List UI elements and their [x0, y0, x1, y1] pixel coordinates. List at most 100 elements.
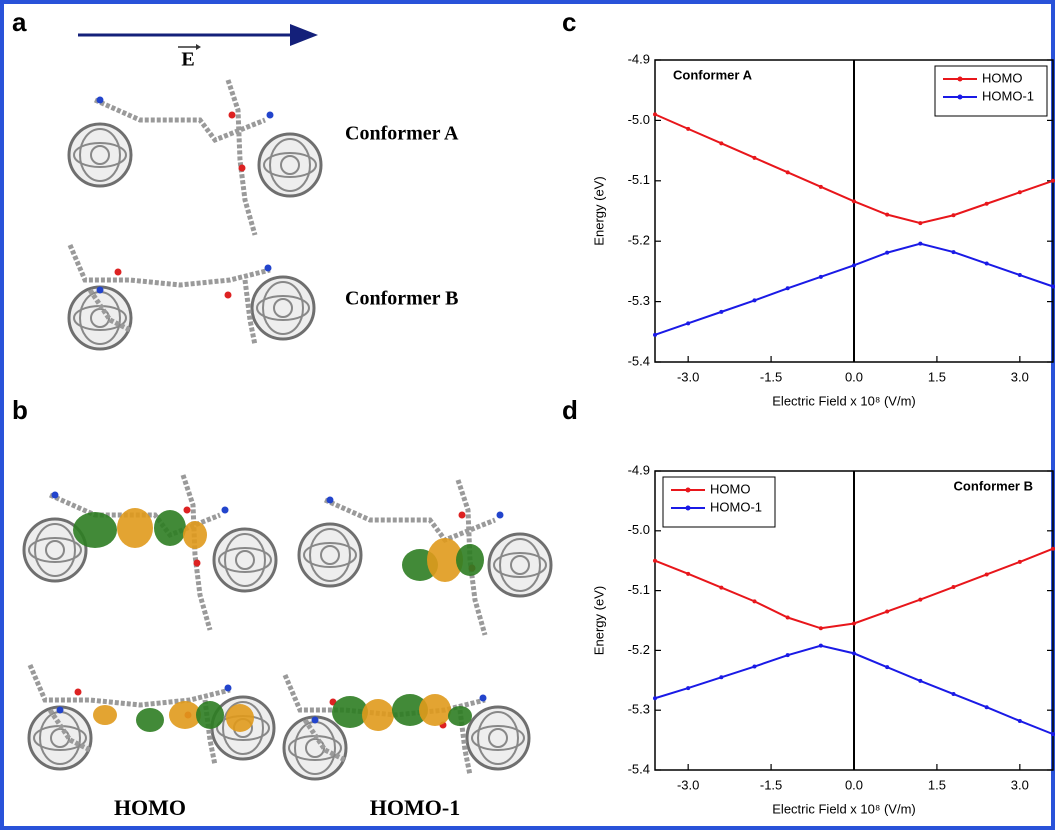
point [653, 112, 657, 117]
point [752, 664, 757, 669]
orbital-lobe [196, 701, 224, 729]
fullerene [27, 705, 93, 771]
point [686, 126, 691, 131]
backbone [87, 288, 132, 333]
fullerene-ring [73, 142, 127, 168]
x-axis-label: Electric Field x 10⁸ (V/m) [772, 801, 915, 816]
point [818, 184, 823, 189]
point [785, 286, 790, 291]
point [818, 626, 823, 631]
fullerene-ring [45, 540, 65, 560]
fullerene-ring [499, 538, 541, 592]
atom [479, 694, 487, 702]
backbone [47, 708, 92, 753]
orbital-lobe [419, 694, 451, 726]
atom [228, 111, 236, 119]
backbone [180, 474, 213, 631]
point [918, 597, 923, 602]
point [951, 585, 956, 590]
annotation: Conformer B [954, 478, 1033, 493]
backbone [225, 79, 258, 236]
point [752, 599, 757, 604]
point [1051, 284, 1055, 289]
point [686, 321, 691, 326]
legend-marker [685, 505, 691, 511]
fullerene [282, 715, 348, 781]
point [984, 201, 989, 206]
y-tick-label: -5.4 [628, 353, 650, 368]
y-tick-label: -4.9 [628, 51, 650, 66]
backbone [67, 244, 271, 288]
point [1051, 546, 1055, 551]
fullerene [297, 522, 363, 588]
point [752, 298, 757, 303]
y-tick-label: -5.0 [628, 112, 650, 127]
point [818, 274, 823, 279]
atom [96, 96, 104, 104]
point [852, 651, 856, 656]
annotation: Conformer A [673, 67, 753, 82]
point [653, 558, 657, 563]
point [1017, 273, 1022, 278]
x-tick-label: -3.0 [677, 777, 699, 792]
fullerene-ring [471, 725, 525, 751]
backbone [323, 497, 496, 544]
orbital-lobe [169, 701, 201, 729]
y-axis-label: Energy (eV) [591, 586, 606, 655]
atom [56, 706, 64, 714]
point [984, 705, 989, 710]
point [852, 199, 856, 204]
fullerene-ring [34, 523, 76, 577]
point [918, 678, 923, 683]
fullerene [487, 532, 553, 598]
panel-label: a [12, 7, 27, 37]
fullerene-ring [320, 545, 340, 565]
point [719, 141, 724, 146]
orbital-lobe [427, 538, 463, 582]
atom [221, 506, 229, 514]
fullerene-ring [477, 711, 519, 765]
fullerene-ring [224, 533, 266, 587]
legend-label: HOMO [710, 481, 750, 496]
atom [51, 491, 59, 499]
fullerene-ring [218, 547, 272, 573]
point [653, 696, 657, 701]
fullerene [250, 275, 316, 341]
point [686, 686, 691, 691]
orbital-lobe [154, 510, 186, 546]
atom [193, 559, 201, 567]
point [984, 261, 989, 266]
atom [311, 716, 319, 724]
orbital-lobe [117, 508, 153, 548]
x-tick-label: -1.5 [760, 777, 782, 792]
orbital-label: HOMO-1 [370, 795, 460, 820]
point [1051, 178, 1055, 183]
point [984, 572, 989, 577]
x-tick-label: 1.5 [928, 777, 946, 792]
fullerene-ring [79, 128, 121, 182]
point [885, 212, 890, 217]
atom [496, 511, 504, 519]
atom [266, 111, 274, 119]
y-tick-label: -5.0 [628, 522, 650, 537]
orbital-lobe [332, 696, 368, 728]
fullerene-ring [222, 701, 264, 755]
point [719, 309, 724, 314]
point [785, 170, 790, 175]
fullerene-ring [263, 152, 317, 178]
backbone [27, 664, 231, 708]
legend-box [662, 476, 776, 528]
orbital-lobe [136, 708, 164, 732]
fullerene-ring [262, 281, 304, 335]
point [752, 155, 757, 160]
point [719, 585, 724, 590]
legend-marker [957, 94, 963, 100]
fullerene-ring [90, 145, 110, 165]
orbital-lobe [362, 699, 394, 731]
x-axis-label: Electric Field x 10⁸ (V/m) [772, 393, 915, 408]
fullerene-ring [493, 552, 547, 578]
point [719, 675, 724, 680]
backbone [242, 279, 258, 346]
point [918, 241, 923, 246]
y-tick-label: -5.3 [628, 293, 650, 308]
